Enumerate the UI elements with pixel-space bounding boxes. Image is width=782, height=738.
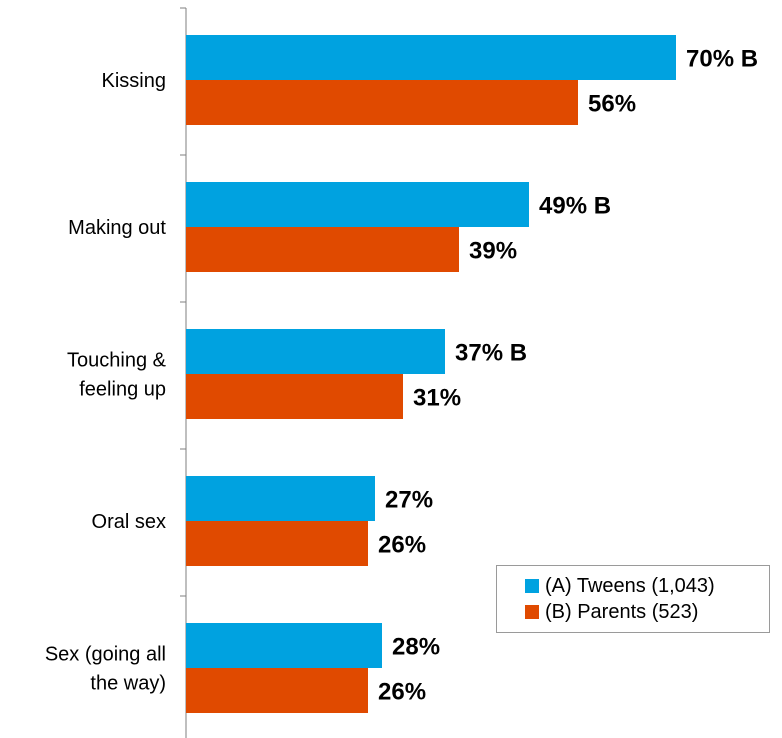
category-label-touching-feeling-up: Touching &	[67, 350, 167, 372]
value-label-touching-feeling-up-parents: 31%	[413, 385, 461, 412]
bar-oral-sex-parents	[186, 521, 368, 566]
category-label-touching-feeling-up: feeling up	[79, 379, 166, 401]
bar-making-out-tweens	[186, 182, 529, 227]
bar-making-out-parents	[186, 227, 459, 272]
value-label-sex-going-all-the-way-parents: 26%	[378, 679, 426, 706]
category-labels: Kissing Making out Touching & feeling up Ora…	[45, 70, 167, 695]
value-label-making-out-tweens: 49% B	[539, 193, 611, 220]
category-label-oral-sex: Oral sex	[92, 511, 166, 533]
value-label-oral-sex-parents: 26%	[378, 532, 426, 559]
bar-touching-feeling-up-parents	[186, 374, 403, 419]
bar-touching-feeling-up-tweens	[186, 329, 445, 374]
bar-kissing-tweens	[186, 35, 676, 80]
value-label-sex-going-all-the-way-tweens: 28%	[392, 634, 440, 661]
bar-sex-going-all-the-way-tweens	[186, 623, 382, 668]
legend-label-parents: (B) Parents (523)	[545, 600, 699, 623]
bars	[186, 35, 676, 713]
bar-kissing-parents	[186, 80, 578, 125]
bar-sex-going-all-the-way-parents	[186, 668, 368, 713]
legend: (A) Tweens (1,043) (B) Parents (523)	[496, 565, 770, 633]
legend-swatch-parents	[525, 605, 539, 619]
category-label-making-out: Making out	[68, 217, 166, 239]
category-label-kissing: Kissing	[102, 70, 166, 92]
value-label-making-out-parents: 39%	[469, 238, 517, 265]
value-label-oral-sex-tweens: 27%	[385, 487, 433, 514]
bar-oral-sex-tweens	[186, 476, 375, 521]
category-label-sex-going-all-the-way: the way)	[90, 673, 166, 695]
axis-ticks	[180, 7, 186, 597]
value-label-touching-feeling-up-tweens: 37% B	[455, 340, 527, 367]
value-label-kissing-tweens: 70% B	[686, 46, 758, 73]
legend-item-parents: (B) Parents (523)	[525, 599, 769, 625]
value-labels: 70% B 56% 49% B 39% 37% B 31% 27% 26% 28% 26%	[378, 46, 758, 706]
legend-item-tweens: (A) Tweens (1,043)	[525, 573, 769, 599]
category-label-sex-going-all-the-way: Sex (going all	[45, 644, 166, 666]
legend-label-tweens: (A) Tweens (1,043)	[545, 574, 715, 597]
legend-swatch-tweens	[525, 579, 539, 593]
value-label-kissing-parents: 56%	[588, 91, 636, 118]
